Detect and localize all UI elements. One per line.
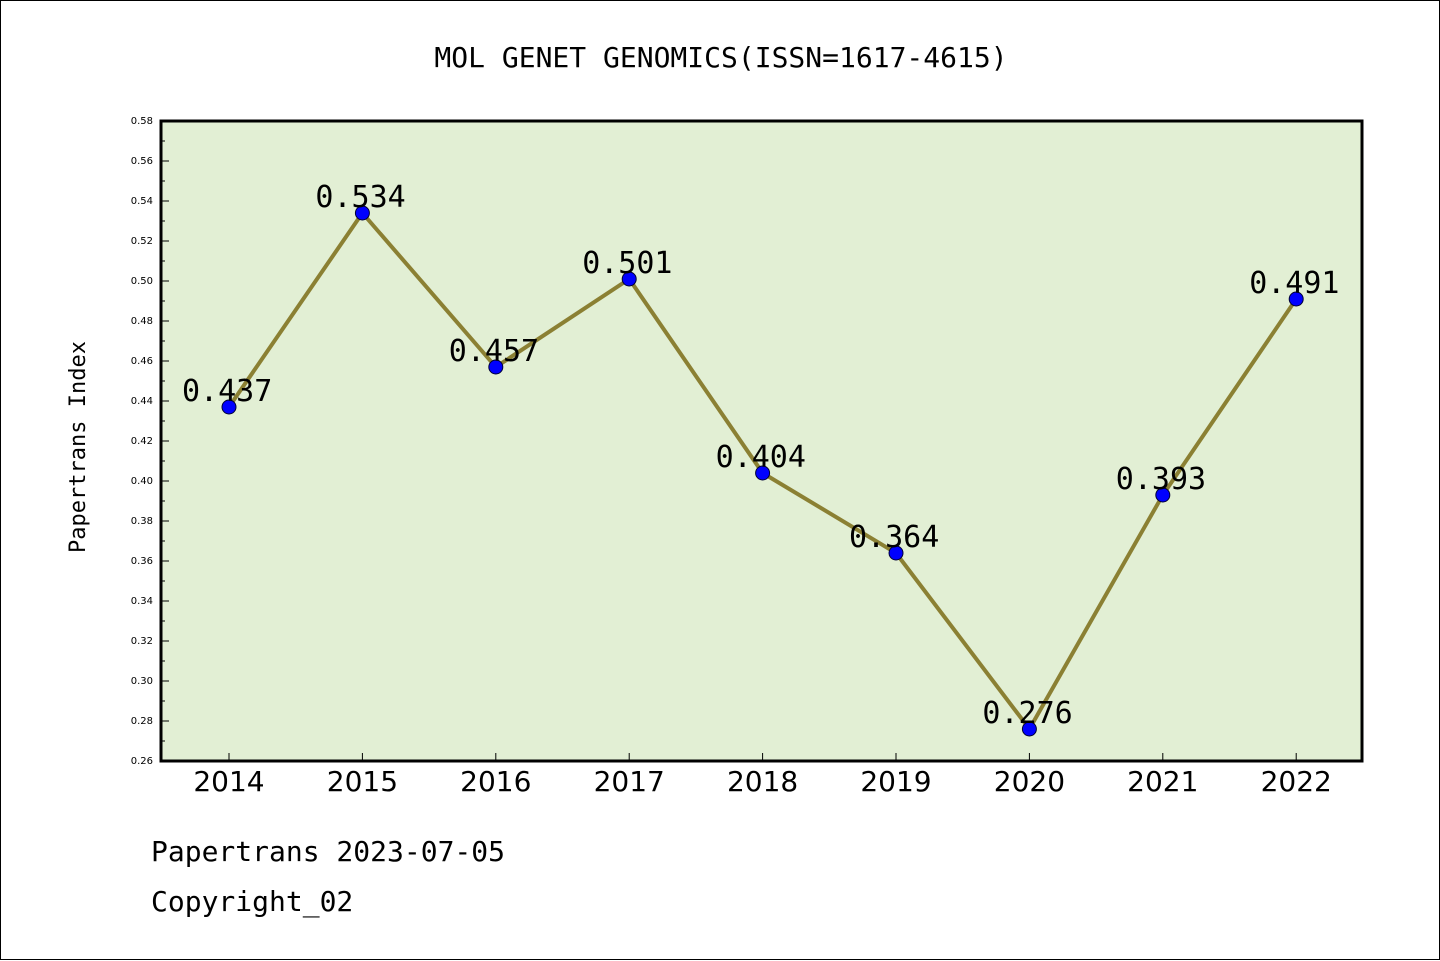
- y-tick-label: 0.58: [131, 116, 153, 127]
- plot-area: [161, 121, 1362, 761]
- data-point: [354, 205, 370, 221]
- data-label: 0.457: [449, 334, 539, 369]
- x-tick-label: 2022: [1261, 765, 1332, 798]
- y-tick-label: 0.28: [131, 716, 153, 727]
- y-tick-label: 0.42: [131, 436, 153, 447]
- data-label: 0.276: [982, 696, 1072, 731]
- y-tick-label: 0.48: [131, 316, 153, 327]
- x-tick-label: 2014: [193, 765, 264, 798]
- footer-date-text: Papertrans 2023-07-05: [151, 835, 506, 868]
- data-label: 0.404: [716, 440, 806, 475]
- y-tick-label: 0.34: [131, 596, 153, 607]
- x-tick-label: 2021: [1127, 765, 1198, 798]
- y-tick-label: 0.30: [131, 676, 153, 687]
- data-label: 0.501: [582, 246, 672, 281]
- data-point: [221, 399, 237, 415]
- data-point: [621, 271, 637, 287]
- x-tick-label: 2018: [727, 765, 798, 798]
- y-tick-label: 0.50: [131, 276, 153, 287]
- data-label: 0.364: [849, 520, 939, 555]
- y-tick-label: 0.56: [131, 156, 153, 167]
- series-layer: 0.437 0.534 0.457 0.501 0.404 0.364 0.276 0.393…: [182, 180, 1340, 737]
- y-tick-label: 0.32: [131, 636, 153, 647]
- y-tick-label: 0.54: [131, 196, 153, 207]
- data-label: 0.393: [1116, 462, 1206, 497]
- x-tick-label: 2016: [460, 765, 531, 798]
- x-tick-label: 2020: [994, 765, 1065, 798]
- data-label: 0.534: [315, 180, 405, 215]
- data-label: 0.437: [182, 374, 272, 409]
- data-point: [888, 545, 904, 561]
- data-point: [1288, 291, 1304, 307]
- y-tick-label: 0.40: [131, 476, 153, 487]
- data-point: [1155, 487, 1171, 503]
- y-tick-label: 0.26: [131, 756, 153, 767]
- data-point: [755, 465, 771, 481]
- data-label: 0.491: [1249, 266, 1339, 301]
- y-tick-label: 0.52: [131, 236, 153, 247]
- chart-title: MOL GENET GENOMICS(ISSN=1617-4615): [434, 41, 1007, 74]
- x-tick-label: 2019: [860, 765, 931, 798]
- x-axis: 2014 2015 2016 2017 2018 2019 2020 2021 2022: [193, 753, 1332, 798]
- y-tick-label: 0.36: [131, 556, 153, 567]
- y-axis-label: Papertrans Index: [66, 341, 91, 553]
- data-point: [488, 359, 504, 375]
- x-tick-label: 2015: [327, 765, 398, 798]
- y-tick-label: 0.46: [131, 356, 153, 367]
- footer-copyright-text: Copyright_02: [151, 885, 354, 918]
- y-tick-label: 0.44: [131, 396, 153, 407]
- plot-border: [159, 119, 1364, 763]
- data-point: [1021, 721, 1037, 737]
- y-tick-label: 0.38: [131, 516, 153, 527]
- x-tick-label: 2017: [594, 765, 665, 798]
